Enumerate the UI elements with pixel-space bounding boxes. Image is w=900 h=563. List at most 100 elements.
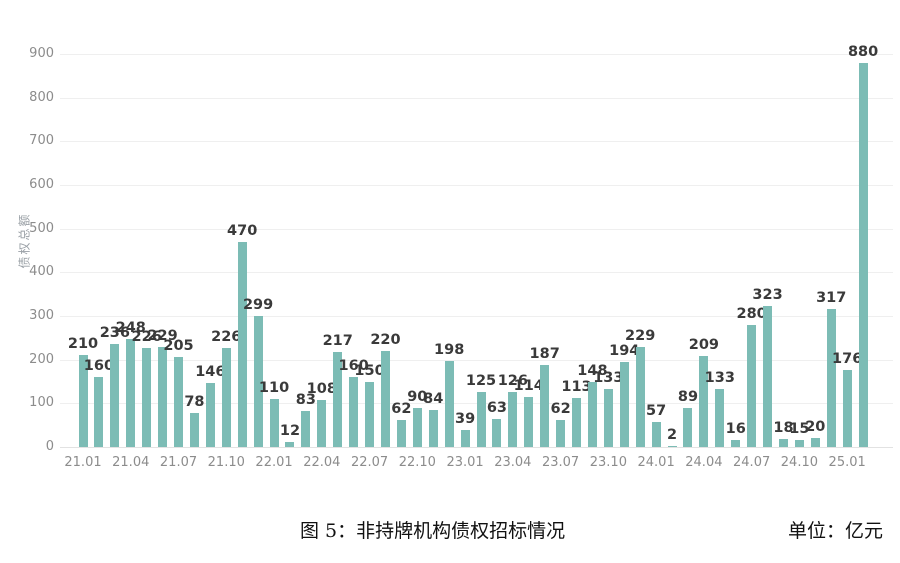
y-axis-tick-label: 600 xyxy=(29,177,54,192)
x-axis-tick-label: 22.01 xyxy=(255,455,293,470)
bar xyxy=(317,399,327,447)
bar-value-label: 2 xyxy=(666,427,678,443)
x-axis-tick-label: 22.04 xyxy=(303,455,341,470)
bar xyxy=(651,422,661,447)
x-axis-tick-label: 21.10 xyxy=(207,455,245,470)
bar-value-label: 113 xyxy=(561,378,592,395)
bar-value-label: 217 xyxy=(322,333,353,350)
y-axis-tick-label: 400 xyxy=(29,264,54,280)
x-axis-tick-label: 23.04 xyxy=(494,455,532,470)
bar xyxy=(269,398,279,447)
bar xyxy=(556,419,566,447)
bar xyxy=(842,370,852,447)
bar xyxy=(635,347,645,447)
y-axis-tick-label: 500 xyxy=(29,220,54,236)
bar xyxy=(683,408,693,447)
bar-value-label: 299 xyxy=(242,297,274,314)
bar xyxy=(524,397,534,447)
bar-value-label: 83 xyxy=(295,391,316,408)
bar xyxy=(285,441,295,447)
bar xyxy=(126,338,136,447)
bar xyxy=(699,355,709,447)
bar-value-label: 470 xyxy=(227,222,258,239)
bar-value-label: 323 xyxy=(752,286,783,303)
bar xyxy=(94,377,104,447)
bar xyxy=(412,407,422,447)
bar-value-label: 89 xyxy=(677,389,699,406)
bar-value-label: 62 xyxy=(391,400,412,417)
y-axis-tick-label: 0 xyxy=(45,439,54,454)
bar xyxy=(763,305,773,447)
bar xyxy=(810,438,820,447)
bar-value-label: 12 xyxy=(279,422,301,439)
y-axis-tick-label: 900 xyxy=(29,46,54,61)
bar xyxy=(460,429,470,447)
bar-value-label: 187 xyxy=(529,346,560,363)
bar-value-label: 84 xyxy=(423,391,444,408)
bar-value-label: 15 xyxy=(789,421,810,438)
bar-value-label: 126 xyxy=(497,372,528,389)
bar-value-label: 194 xyxy=(609,343,640,360)
bar-value-label: 148 xyxy=(577,363,608,380)
bar-value-label: 16 xyxy=(725,421,746,437)
bar xyxy=(110,343,120,447)
bar xyxy=(858,62,868,447)
bar-value-label: 160 xyxy=(338,358,369,375)
bar xyxy=(428,410,438,447)
gridline xyxy=(60,359,893,361)
x-axis-tick-label: 21.04 xyxy=(112,455,150,470)
bar-value-label: 62 xyxy=(550,400,571,417)
y-axis-tick-label: 800 xyxy=(29,89,54,105)
bar xyxy=(731,440,741,447)
bar xyxy=(174,357,184,447)
bar xyxy=(540,365,550,447)
bar-value-label: 20 xyxy=(805,419,826,436)
bar-value-label: 205 xyxy=(163,338,194,355)
bar-value-label: 280 xyxy=(736,305,767,322)
bar-value-label: 210 xyxy=(67,336,99,353)
bar-value-label: 229 xyxy=(625,328,656,344)
gridline xyxy=(60,97,893,99)
bar-value-label: 220 xyxy=(370,331,401,348)
bar xyxy=(205,383,215,447)
bar xyxy=(253,316,263,447)
bar xyxy=(380,350,390,447)
bar xyxy=(476,392,486,447)
bar xyxy=(142,348,152,447)
bar xyxy=(333,352,343,447)
gridline xyxy=(60,228,893,230)
bar xyxy=(301,410,311,447)
x-axis-tick-label: 23.10 xyxy=(589,455,627,470)
bar xyxy=(349,377,359,447)
gridline xyxy=(60,316,893,317)
bar-value-label: 108 xyxy=(306,380,337,397)
bar-value-label: 226 xyxy=(131,329,162,346)
bar xyxy=(508,391,518,447)
bar xyxy=(78,355,88,447)
gridline xyxy=(60,447,893,448)
bar-value-label: 248 xyxy=(115,319,146,336)
x-axis-tick-label: 22.07 xyxy=(350,455,389,470)
bar-value-label: 317 xyxy=(816,289,847,306)
bar-value-label: 39 xyxy=(454,410,476,427)
bar xyxy=(826,308,836,447)
bar xyxy=(715,388,725,447)
unit-label: 单位：亿元 xyxy=(787,520,883,542)
gridline xyxy=(60,272,893,274)
y-axis-tick-label: 100 xyxy=(29,395,54,411)
bar xyxy=(603,388,613,447)
x-axis-tick-label: 23.01 xyxy=(446,455,484,470)
bar xyxy=(572,397,582,447)
bar-value-label: 198 xyxy=(434,341,465,358)
bar-value-label: 209 xyxy=(688,336,720,353)
bar xyxy=(587,382,597,447)
bar xyxy=(237,241,247,447)
x-axis-tick-label: 24.04 xyxy=(685,455,723,470)
bar xyxy=(189,412,199,447)
y-axis-tick-label: 300 xyxy=(29,308,54,323)
bar-value-label: 125 xyxy=(465,373,497,390)
bar-value-label: 226 xyxy=(211,329,242,346)
bar-value-label: 146 xyxy=(195,364,226,381)
bar xyxy=(158,347,168,447)
